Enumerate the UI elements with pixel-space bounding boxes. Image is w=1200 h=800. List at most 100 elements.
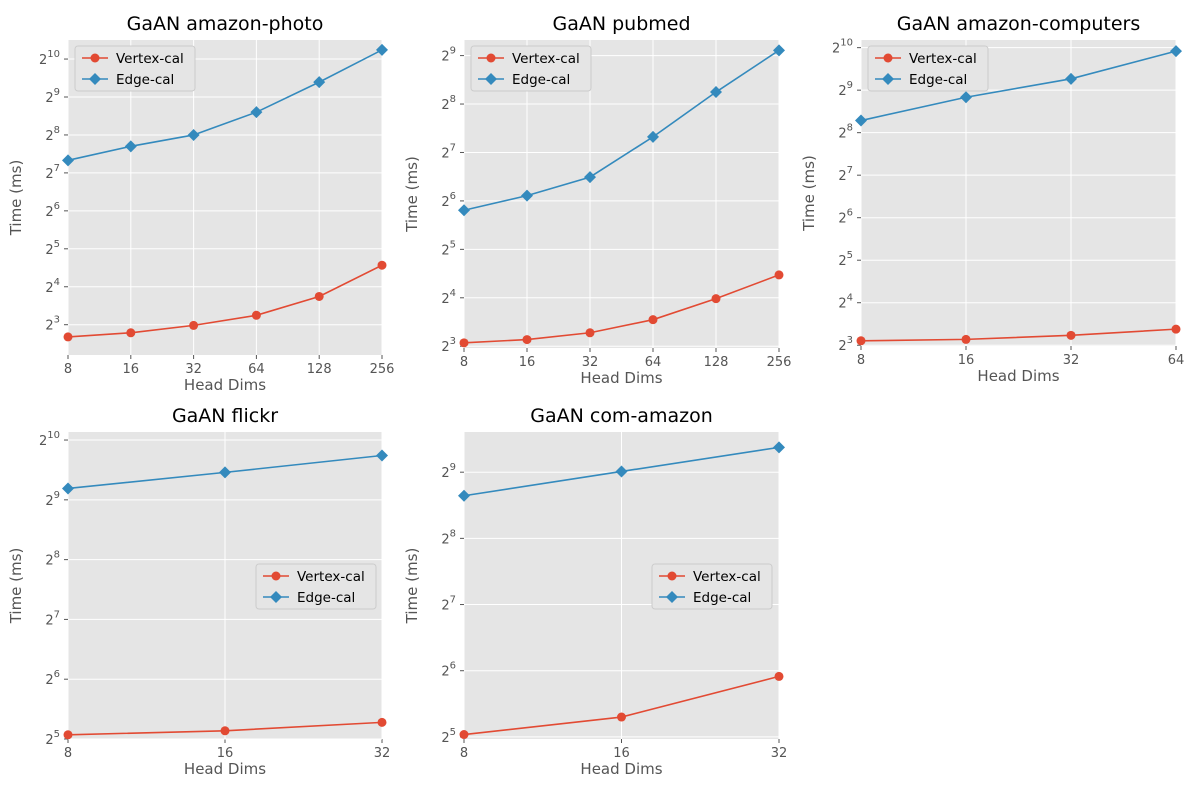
y-tick-label: 29 bbox=[441, 46, 456, 65]
series-line-edge-cal bbox=[860, 50, 1177, 122]
legend-label: Edge-cal bbox=[116, 72, 174, 88]
x-axis-label: Head Dims bbox=[580, 369, 662, 387]
y-tick-label: 26 bbox=[838, 208, 853, 227]
y-tick-label: 28 bbox=[441, 528, 456, 547]
legend-marker bbox=[485, 73, 497, 85]
x-tick-label: 32 bbox=[582, 355, 599, 370]
x-axis-label: Head Dims bbox=[580, 760, 662, 778]
data-point-edge-cal bbox=[458, 204, 470, 217]
x-axis-label: Head Dims bbox=[184, 760, 266, 778]
data-point-vertex-cal bbox=[63, 730, 73, 740]
legend-label: Edge-cal bbox=[693, 590, 751, 606]
y-tick-label: 25 bbox=[838, 250, 853, 269]
data-point-vertex-cal bbox=[522, 335, 532, 345]
data-point-edge-cal bbox=[62, 154, 74, 167]
legend-marker bbox=[667, 571, 677, 581]
y-tick-label: 25 bbox=[441, 727, 456, 746]
x-tick-label: 128 bbox=[704, 355, 729, 370]
subplot-5: 8 16 32 25 26 27 28 29 GaAN com-amazon Head Dims T… bbox=[403, 405, 787, 778]
data-point-vertex-cal bbox=[774, 270, 784, 280]
series-line-vertex-cal bbox=[67, 264, 383, 338]
y-tick-label: 29 bbox=[45, 87, 60, 106]
data-point-edge-cal bbox=[124, 140, 137, 153]
y-tick-label: 23 bbox=[838, 335, 853, 354]
legend-marker bbox=[486, 53, 496, 63]
data-point-edge-cal bbox=[219, 466, 231, 479]
y-tick-label: 29 bbox=[838, 80, 853, 99]
chart-title: GaAN flickr bbox=[172, 405, 278, 427]
data-point-vertex-cal bbox=[1171, 324, 1181, 334]
x-tick-label: 64 bbox=[248, 362, 265, 377]
data-point-edge-cal bbox=[1170, 45, 1182, 58]
y-tick-label: 26 bbox=[441, 661, 456, 680]
chart-title: GaAN amazon-photo bbox=[127, 13, 324, 35]
data-point-vertex-cal bbox=[314, 291, 324, 301]
x-tick-label: 256 bbox=[370, 362, 395, 377]
y-tick-label: 25 bbox=[45, 239, 60, 258]
y-tick-label: 27 bbox=[441, 595, 456, 614]
y-axis-label: Time (ms) bbox=[7, 548, 25, 625]
x-tick-label: 16 bbox=[519, 355, 536, 370]
x-tick-label: 64 bbox=[645, 355, 662, 370]
x-tick-label: 8 bbox=[460, 355, 468, 370]
plot-area bbox=[68, 40, 382, 355]
y-tick-label: 23 bbox=[441, 336, 456, 355]
subplot-2: 8 16 32 64 128 256 23 24 25 26 27 28 29 GaAN pubmed He… bbox=[403, 13, 791, 387]
legend-marker bbox=[89, 73, 101, 85]
data-point-vertex-cal bbox=[1066, 330, 1076, 340]
y-tick-label: 210 bbox=[39, 430, 60, 449]
legend: Vertex-cal Edge-cal bbox=[867, 45, 989, 92]
y-axis-label: Time (ms) bbox=[403, 548, 421, 625]
legend: Vertex-cal Edge-cal bbox=[255, 563, 377, 610]
data-point-vertex-cal bbox=[459, 730, 469, 740]
x-tick-label: 256 bbox=[767, 355, 792, 370]
data-point-vertex-cal bbox=[459, 338, 469, 348]
data-point-vertex-cal bbox=[220, 726, 230, 736]
data-point-vertex-cal bbox=[251, 310, 261, 320]
y-axis-label: Time (ms) bbox=[7, 160, 25, 237]
y-tick-label: 25 bbox=[441, 239, 456, 258]
legend-label: Vertex-cal bbox=[512, 51, 580, 67]
y-tick-label: 29 bbox=[45, 490, 60, 509]
x-tick-label: 8 bbox=[460, 746, 468, 761]
y-axis-label: Time (ms) bbox=[800, 155, 818, 232]
x-tick-label: 16 bbox=[613, 746, 630, 761]
legend-marker bbox=[271, 571, 281, 581]
y-tick-label: 210 bbox=[39, 49, 60, 68]
y-tick-label: 24 bbox=[838, 293, 853, 312]
data-point-edge-cal bbox=[313, 76, 326, 89]
chart-title: GaAN pubmed bbox=[552, 13, 690, 35]
legend-label: Vertex-cal bbox=[909, 51, 977, 67]
y-tick-label: 29 bbox=[441, 462, 456, 481]
legend-marker bbox=[882, 73, 894, 85]
chart-title: GaAN com-amazon bbox=[530, 405, 713, 427]
subplot-3: 8 16 32 64 23 24 25 26 27 28 29 210 GaAN amazon-comp… bbox=[800, 13, 1184, 385]
legend: Vertex-cal Edge-cal bbox=[74, 45, 196, 92]
x-tick-label: 64 bbox=[1168, 353, 1185, 368]
y-tick-label: 28 bbox=[838, 123, 853, 142]
legend-label: Vertex-cal bbox=[116, 51, 184, 67]
x-tick-label: 8 bbox=[64, 746, 72, 761]
legend-marker bbox=[90, 53, 100, 63]
data-point-edge-cal bbox=[376, 43, 388, 56]
x-tick-label: 16 bbox=[123, 362, 140, 377]
legend-marker bbox=[666, 591, 678, 603]
legend-label: Edge-cal bbox=[297, 590, 355, 606]
x-tick-label: 8 bbox=[857, 353, 865, 368]
x-tick-label: 32 bbox=[185, 362, 202, 377]
y-tick-label: 28 bbox=[45, 550, 60, 569]
series-line-vertex-cal bbox=[463, 274, 780, 344]
y-tick-label: 27 bbox=[441, 142, 456, 161]
chart-title: GaAN amazon-computers bbox=[897, 13, 1140, 35]
series-line-edge-cal bbox=[463, 49, 780, 212]
data-point-vertex-cal bbox=[856, 336, 866, 346]
y-tick-label: 26 bbox=[45, 669, 60, 688]
y-tick-label: 26 bbox=[441, 191, 456, 210]
x-tick-label: 8 bbox=[64, 362, 72, 377]
y-tick-label: 28 bbox=[441, 94, 456, 113]
data-point-edge-cal bbox=[960, 91, 972, 104]
data-point-edge-cal bbox=[376, 449, 388, 462]
legend: Vertex-cal Edge-cal bbox=[470, 45, 592, 92]
y-tick-label: 27 bbox=[45, 163, 60, 182]
legend-marker bbox=[883, 53, 893, 63]
